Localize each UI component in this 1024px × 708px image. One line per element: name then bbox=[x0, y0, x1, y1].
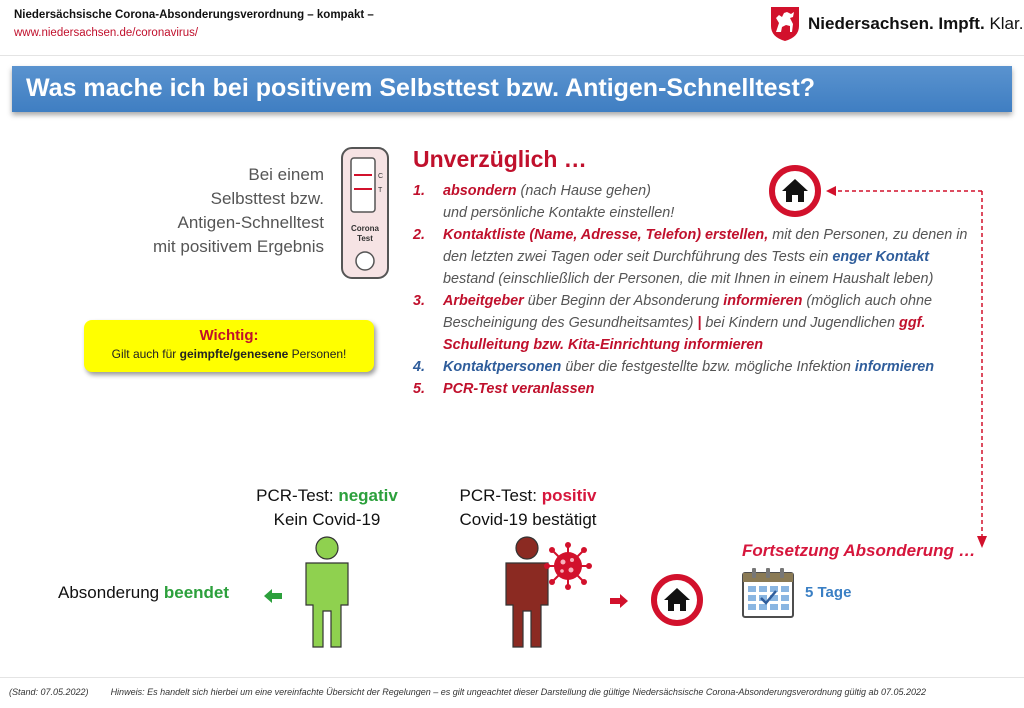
footer-stand: (Stand: 07.05.2022) bbox=[9, 687, 89, 697]
step-1: 1. absondern (nach Hause gehen) und pers… bbox=[413, 183, 675, 221]
dashed-connector bbox=[826, 186, 987, 548]
important-text: Gilt auch für geimpfte/genesene Personen… bbox=[111, 347, 347, 361]
title-banner: Was mache ich bei positivem Selbsttest b… bbox=[12, 66, 1012, 112]
coronavirus-link[interactable]: www.niedersachsen.de/coronavirus/ bbox=[14, 27, 199, 39]
step-5: 5. PCR-Test veranlassen bbox=[413, 381, 595, 397]
header-divider bbox=[0, 55, 1024, 56]
test-label-2: Test bbox=[357, 234, 373, 243]
pcr-negative: PCR-Test: negativ Kein Covid-19 bbox=[256, 486, 398, 529]
home-prohibition-icon bbox=[769, 165, 821, 217]
calendar-icon bbox=[742, 568, 794, 618]
important-title: Wichtig: bbox=[199, 327, 259, 344]
footer-hinweis: Hinweis: Es handelt sich hierbei um eine… bbox=[110, 687, 927, 697]
step-2: 2. Kontaktliste (Name, Adresse, Telefon)… bbox=[413, 227, 968, 287]
lead-text: Bei einem Selbsttest bzw. Antigen-Schnel… bbox=[100, 163, 324, 259]
lead-line: Antigen-Schnelltest bbox=[177, 213, 324, 232]
immediately-heading: Unverzüglich … bbox=[413, 146, 587, 172]
banner-title: Was mache ich bei positivem Selbsttest b… bbox=[26, 74, 816, 102]
important-notice: Wichtig: Gilt auch für geimpfte/genesene… bbox=[84, 320, 374, 372]
footer-divider bbox=[0, 677, 1024, 678]
virus-icon bbox=[544, 542, 592, 590]
test-c-label: C bbox=[378, 173, 383, 180]
isolation-ended: Absonderung beendet bbox=[58, 583, 230, 602]
logo-text: Niedersachsen. Impft. Klar. bbox=[808, 14, 1024, 33]
step-4: 4. Kontaktpersonen über die festgestellt… bbox=[413, 359, 935, 375]
corona-test-cassette-icon: C T Corona Test bbox=[341, 147, 389, 279]
header-title: Niedersächsische Corona-Absonderungsvero… bbox=[14, 9, 374, 21]
lead-line: mit positivem Ergebnis bbox=[152, 237, 324, 256]
arrow-left-icon bbox=[264, 589, 282, 603]
home-prohibition-icon bbox=[651, 574, 703, 626]
continuation-heading: Fortsetzung Absonderung … bbox=[742, 541, 976, 560]
footer-note: (Stand: 07.05.2022) Hinweis: Es handelt s… bbox=[9, 687, 926, 697]
step-3: 3. Arbeitgeber über Beginn der Absonderu… bbox=[413, 293, 933, 353]
niedersachsen-logo: Niedersachsen. Impft. Klar. bbox=[770, 4, 1023, 44]
niedersachsen-horse-crest-icon bbox=[771, 7, 799, 41]
person-icon bbox=[505, 536, 549, 648]
test-t-label: T bbox=[378, 187, 383, 194]
arrow-right-icon bbox=[610, 594, 628, 608]
pcr-positive: PCR-Test: positiv Covid-19 bestätigt bbox=[459, 486, 597, 529]
steps-list: 1. absondern (nach Hause gehen) und pers… bbox=[413, 180, 973, 400]
lead-line: Selbsttest bzw. bbox=[210, 189, 324, 208]
person-icon bbox=[305, 536, 349, 648]
isolation-days: 5 Tage bbox=[805, 584, 852, 601]
test-label-1: Corona bbox=[351, 224, 380, 233]
lead-line: Bei einem bbox=[248, 165, 324, 184]
